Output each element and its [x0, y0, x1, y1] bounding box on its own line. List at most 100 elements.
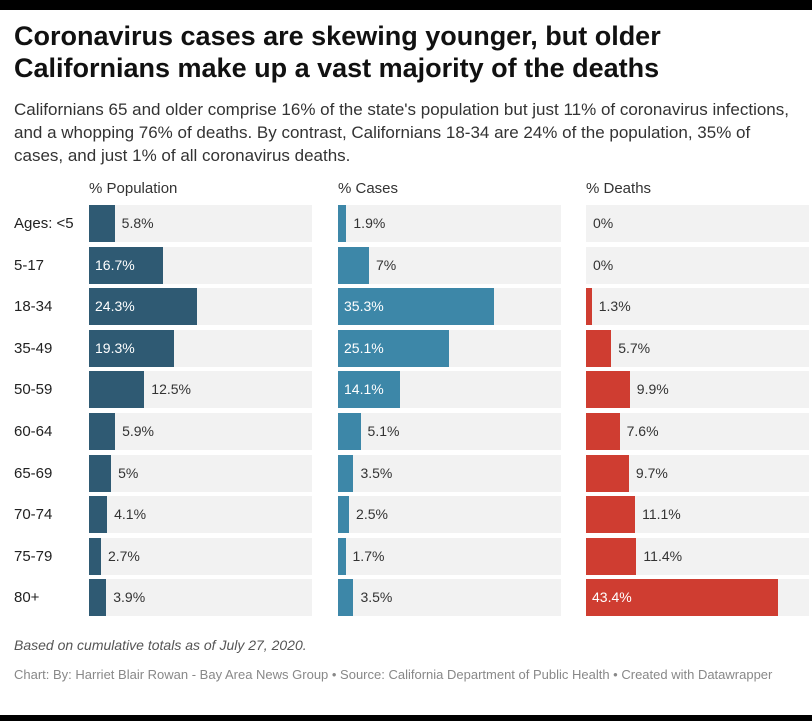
bar-track: 19.3%	[89, 329, 312, 367]
data-label: 4.1%	[114, 506, 147, 523]
bar-track: 24.3%	[89, 288, 312, 326]
bar	[89, 454, 112, 492]
row-label: 50-59	[14, 381, 53, 399]
bar	[586, 537, 637, 575]
bar	[586, 579, 778, 617]
bar-track: 2.5%	[338, 496, 561, 534]
bar	[586, 371, 630, 409]
data-label: 7%	[375, 256, 397, 273]
row-label: 75-79	[14, 547, 53, 565]
bar-track: 14.1%	[338, 371, 561, 409]
bar	[89, 288, 197, 326]
bar	[338, 413, 361, 450]
bar-track: 4.1%	[89, 496, 312, 534]
row-label: 65-69	[14, 464, 53, 482]
bar	[338, 371, 401, 409]
data-label: 9.9%	[636, 381, 669, 398]
bar-track: 7%	[338, 246, 561, 284]
bar-track: 5%	[89, 454, 312, 492]
data-label: 1.3%	[598, 298, 631, 315]
bar	[338, 579, 354, 617]
bar	[338, 205, 347, 242]
bar	[89, 329, 175, 367]
bar-track: 1.3%	[586, 288, 809, 326]
row-label: Ages: <5	[14, 215, 74, 232]
bar-track: 7.6%	[586, 413, 809, 450]
data-label: 5.7%	[618, 339, 651, 356]
bar	[338, 246, 369, 284]
bar	[338, 496, 350, 534]
data-label: 11.1%	[642, 506, 681, 523]
bar	[89, 579, 107, 617]
bar-track: 9.7%	[586, 454, 809, 492]
bar-track: 3.5%	[338, 454, 561, 492]
bar-track: 5.8%	[89, 205, 312, 242]
bar	[338, 454, 354, 492]
bar	[89, 413, 116, 450]
data-label: 1.9%	[353, 215, 386, 231]
bar	[586, 496, 636, 534]
data-label: 9.7%	[635, 464, 668, 481]
bar-track: 11.4%	[586, 537, 809, 575]
bar-track: 5.7%	[586, 329, 809, 367]
bar-track: 25.1%	[338, 329, 561, 367]
data-label: 12.5%	[151, 381, 191, 398]
data-label: 35.3%	[344, 298, 384, 315]
bar-track: 5.9%	[89, 413, 312, 450]
data-label: 5.8%	[121, 215, 154, 231]
footnote: Based on cumulative totals as of July 27…	[14, 637, 307, 653]
bar-track: 43.4%	[586, 579, 809, 617]
row-label: 70-74	[14, 506, 53, 524]
bar-track: 3.9%	[89, 579, 312, 617]
column-header: % Cases	[338, 180, 399, 197]
chart-title: Coronavirus cases are skewing younger, b…	[14, 21, 661, 83]
row-label: 60-64	[14, 423, 53, 440]
data-label: 3.9%	[113, 589, 146, 606]
bar-track: 1.9%	[338, 205, 561, 242]
data-label: 3.5%	[360, 589, 393, 606]
chart-subtitle: Californians 65 and older comprise 16% o…	[14, 100, 789, 165]
bar-track: 9.9%	[586, 371, 809, 409]
data-label: 14.1%	[344, 381, 384, 398]
bottom-border	[0, 715, 812, 721]
bar-track: 11.1%	[586, 496, 809, 534]
data-label: 16.7%	[95, 256, 135, 273]
data-label: 2.7%	[107, 547, 140, 564]
bar-track: 35.3%	[338, 288, 561, 326]
top-border	[0, 0, 812, 10]
bar-track: 16.7%	[89, 246, 312, 284]
bar	[338, 537, 346, 575]
data-label: 25.1%	[344, 339, 384, 356]
bar	[89, 537, 101, 575]
data-label: 2.5%	[356, 506, 388, 523]
row-label: 5-17	[14, 256, 45, 274]
bar	[89, 205, 115, 242]
column-header: % Deaths	[586, 180, 652, 197]
data-label: 0%	[593, 215, 614, 231]
row-label: 35-49	[14, 339, 53, 357]
data-label: 5.1%	[367, 423, 400, 439]
bar	[338, 329, 450, 367]
bar-track: 1.7%	[338, 537, 561, 575]
data-label: 0%	[593, 256, 614, 273]
bar-track: 0%	[586, 246, 809, 284]
bar	[586, 288, 592, 326]
data-label: 11.4%	[643, 547, 683, 564]
bar	[89, 246, 163, 284]
bar-track: 5.1%	[338, 413, 561, 450]
bar	[338, 288, 495, 326]
bar-track: 12.5%	[89, 371, 312, 409]
data-label: 3.5%	[360, 464, 393, 481]
data-label: 43.4%	[592, 589, 632, 606]
bar	[586, 413, 620, 450]
data-label: 1.7%	[352, 547, 385, 564]
bar	[89, 496, 108, 534]
data-label: 5.9%	[122, 423, 155, 439]
chart-credit: Chart: By: Harriet Blair Rowan - Bay Are…	[14, 667, 773, 682]
bar	[586, 454, 629, 492]
data-label: 7.6%	[626, 423, 659, 439]
bar-track: 3.5%	[338, 579, 561, 617]
column-header: % Population	[89, 180, 178, 197]
data-label: 5%	[118, 464, 139, 481]
data-label: 24.3%	[95, 298, 135, 315]
